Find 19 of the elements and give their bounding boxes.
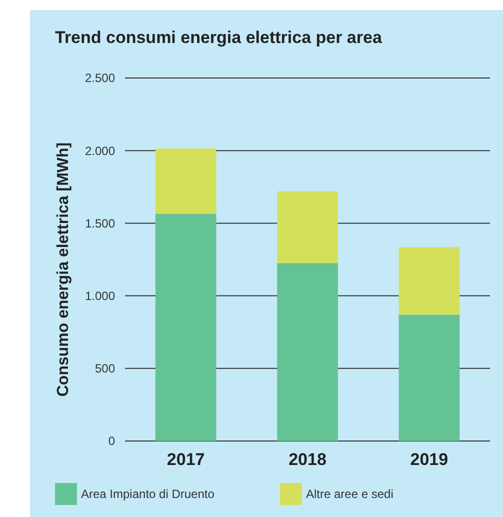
x-tick-label: 2019 — [410, 450, 448, 469]
y-tick-label: 0 — [108, 434, 116, 448]
legend-label: Area Impianto di Druento — [81, 487, 215, 502]
y-tick-label: 500 — [94, 362, 116, 376]
bar — [398, 247, 460, 315]
bar — [398, 314, 460, 441]
x-tick-label: 2017 — [166, 450, 205, 469]
y-tick-label: 2.500 — [84, 71, 116, 86]
bar — [277, 191, 338, 264]
y-axis-title: Consumo energia elettrica [MWh] — [55, 142, 72, 397]
y-tick-label: 1.500 — [84, 216, 116, 230]
y-tick-label: 1.000 — [84, 289, 116, 303]
chart-title: Trend consumi energia elettrica per area — [55, 28, 382, 47]
bar — [277, 263, 338, 441]
legend-label: Altre aree e sedi — [306, 487, 394, 502]
bar — [155, 214, 216, 441]
bar — [155, 148, 216, 214]
x-tick-label: 2018 — [288, 450, 326, 469]
y-tick-label: 2.000 — [84, 144, 116, 158]
